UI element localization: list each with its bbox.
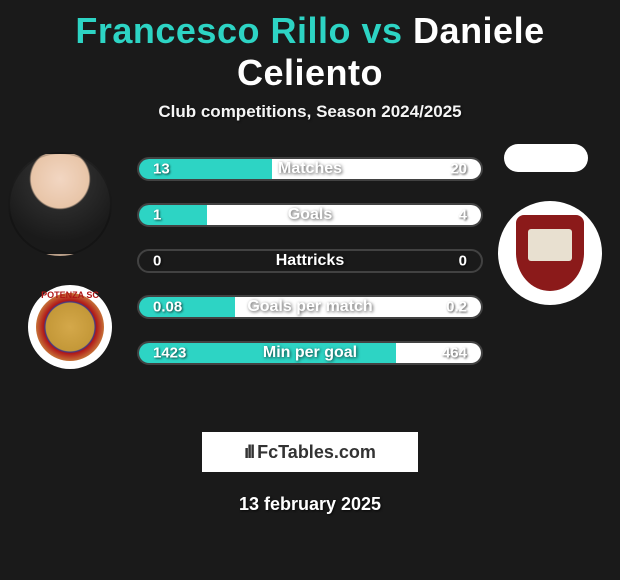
bar-chart-icon: ıll <box>244 442 253 463</box>
player2-club-badge <box>498 201 602 305</box>
watermark: ıll FcTables.com <box>202 432 418 472</box>
stat-row: 1320Matches <box>137 157 483 181</box>
stats-column: 1320Matches 14Goals 00Hattricks 0.080.2Goal… <box>137 157 483 387</box>
comparison-card: Francesco Rillo vs Daniele Celiento Club… <box>0 0 620 515</box>
stat-row: 1423464Min per goal <box>137 341 483 365</box>
watermark-text: FcTables.com <box>257 442 376 463</box>
player1-club-label: POTENZA SC <box>28 290 112 300</box>
stat-row: 14Goals <box>137 203 483 227</box>
stat-label: Min per goal <box>139 344 481 362</box>
vs-separator: vs <box>361 10 402 51</box>
stat-label: Hattricks <box>139 252 481 270</box>
stat-label: Matches <box>139 160 481 178</box>
player2-avatar <box>504 144 588 172</box>
stat-label: Goals <box>139 206 481 224</box>
main-area: POTENZA SC 1320Matches 14Goals 00Hattricks… <box>0 157 620 417</box>
player1-name: Francesco Rillo <box>75 10 351 51</box>
subtitle: Club competitions, Season 2024/2025 <box>0 102 620 122</box>
stat-label: Goals per match <box>139 298 481 316</box>
player1-avatar <box>8 152 112 256</box>
stat-row: 00Hattricks <box>137 249 483 273</box>
date-label: 13 february 2025 <box>0 494 620 515</box>
stat-row: 0.080.2Goals per match <box>137 295 483 319</box>
page-title: Francesco Rillo vs Daniele Celiento <box>0 10 620 94</box>
